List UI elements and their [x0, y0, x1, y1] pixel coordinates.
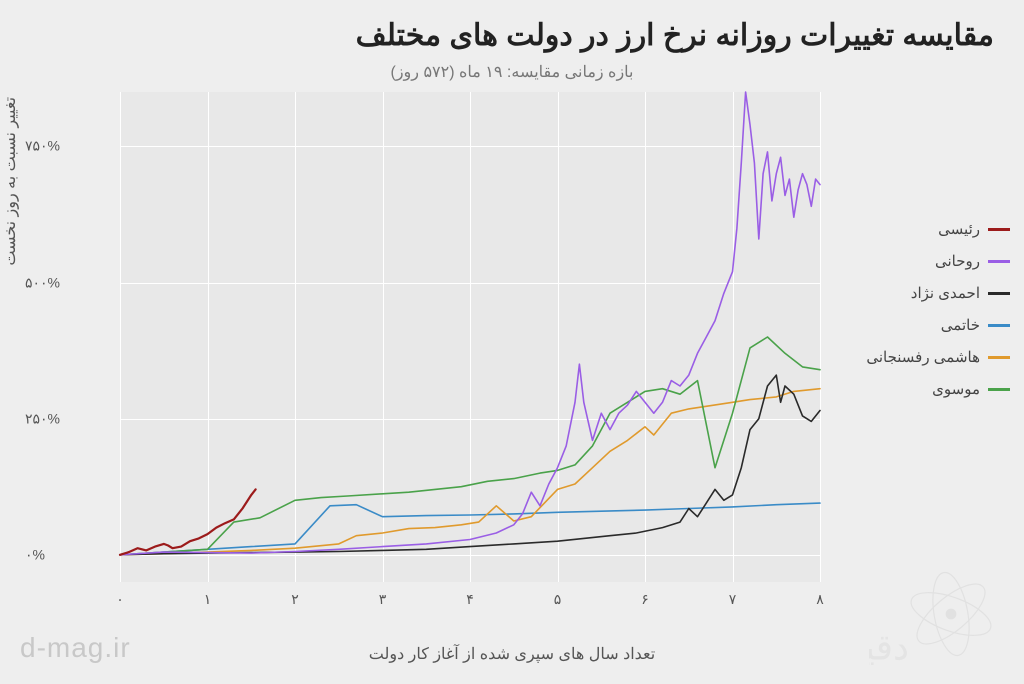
legend-swatch [988, 292, 1010, 295]
legend-item: روحانی [850, 252, 1010, 270]
x-tick-label: ۴ [466, 591, 474, 608]
plot-area: ۰%۲۵۰%۵۰۰%۷۵۰%۰۱۲۳۴۵۶۷۸ [120, 92, 820, 582]
series-line [120, 389, 820, 555]
legend-item: موسوی [850, 380, 1010, 398]
x-tick-label: ۵ [554, 591, 562, 608]
series-svg [120, 92, 820, 582]
watermark-logo: دقیقه [869, 554, 1009, 674]
x-tick-label: ۳ [379, 591, 387, 608]
x-tick-label: ۲ [291, 591, 299, 608]
x-tick-label: ۷ [729, 591, 737, 608]
legend-label: خاتمی [941, 316, 980, 334]
legend-swatch [988, 356, 1010, 359]
y-tick-label: ۷۵۰% [25, 138, 105, 155]
x-tick-label: ۰ [116, 591, 124, 608]
legend: رئیسی روحانی احمدی نژاد خاتمی هاشمی رفسنجانی… [850, 220, 1010, 412]
grid-line-vertical [820, 92, 821, 582]
y-tick-label: ۰% [25, 546, 105, 563]
legend-item: خاتمی [850, 316, 1010, 334]
chart-subtitle: بازه زمانی مقایسه: ۱۹ ماه (۵۷۲ روز) [0, 62, 1024, 82]
legend-item: احمدی نژاد [850, 284, 1010, 302]
legend-swatch [988, 260, 1010, 263]
legend-label: روحانی [935, 252, 980, 270]
legend-item: رئیسی [850, 220, 1010, 238]
legend-swatch [988, 324, 1010, 327]
legend-label: موسوی [932, 380, 980, 398]
svg-text:دقیقه: دقیقه [869, 628, 909, 668]
watermark-text: d-mag.ir [20, 632, 131, 664]
legend-label: رئیسی [938, 220, 980, 238]
legend-label: هاشمی رفسنجانی [866, 348, 980, 366]
x-tick-label: ۸ [816, 591, 824, 608]
chart-title: مقایسه تغییرات روزانه نرخ ارز در دولت ها… [356, 18, 994, 53]
legend-label: احمدی نژاد [911, 284, 980, 302]
legend-item: هاشمی رفسنجانی [850, 348, 1010, 366]
legend-swatch [988, 388, 1010, 391]
y-tick-label: ۵۰۰% [25, 274, 105, 291]
x-tick-label: ۱ [204, 591, 212, 608]
y-axis-title: تغییر نسبت به روز نخست [0, 97, 20, 266]
y-tick-label: ۲۵۰% [25, 410, 105, 427]
legend-swatch [988, 228, 1010, 231]
chart-container: مقایسه تغییرات روزانه نرخ ارز در دولت ها… [0, 0, 1024, 684]
x-tick-label: ۶ [641, 591, 649, 608]
